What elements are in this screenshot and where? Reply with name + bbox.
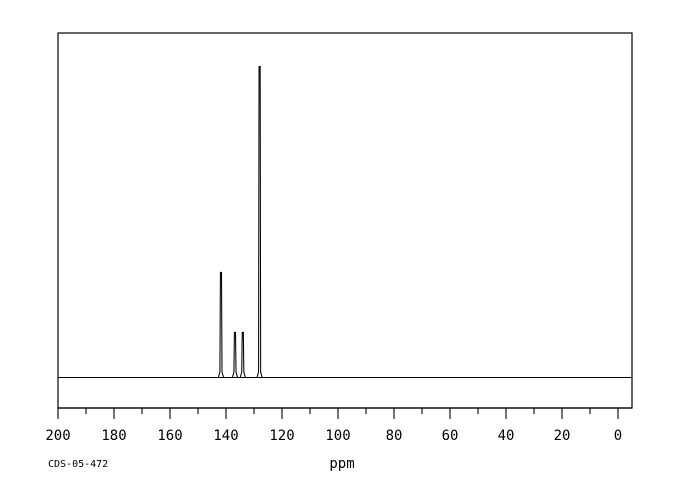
x-tick-label-180: 180 [101,428,126,444]
x-tick-label-0: 0 [614,428,622,444]
peak-136.8ppm [231,331,239,378]
x-axis-ticks [57,408,619,419]
x-tick-label-140: 140 [213,428,238,444]
spectrum-trace [217,65,263,378]
x-tick-label-160: 160 [157,428,182,444]
x-tick-label-20: 20 [554,428,571,444]
x-tick-label-60: 60 [442,428,459,444]
peak-134ppm [239,331,246,378]
x-tick-label-80: 80 [386,428,403,444]
x-tick-label-120: 120 [269,428,294,444]
x-tick-label-200: 200 [45,428,70,444]
x-tick-label-40: 40 [498,428,515,444]
peak-128ppm [256,65,263,378]
sample-id-label: CDS-05-472 [48,459,108,470]
x-axis-title: ppm [329,456,354,472]
peak-141.8ppm [217,271,225,378]
x-tick-label-100: 100 [325,428,350,444]
